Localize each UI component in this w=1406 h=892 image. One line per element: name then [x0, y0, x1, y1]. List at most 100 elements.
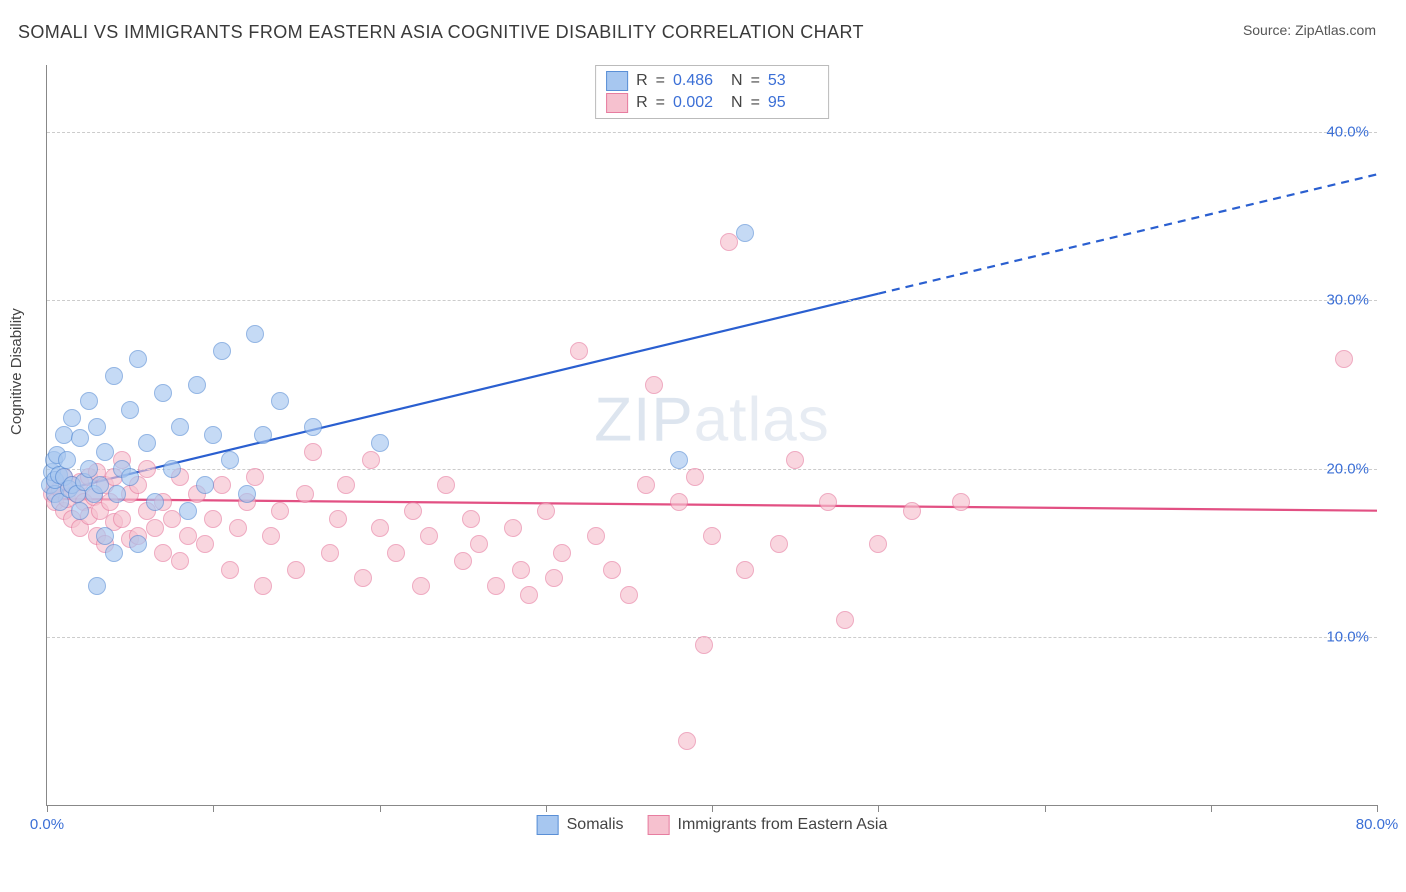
scatter-point-easternasia: [287, 561, 305, 579]
scatter-point-easternasia: [819, 493, 837, 511]
scatter-point-somalis: [105, 367, 123, 385]
scatter-point-easternasia: [146, 519, 164, 537]
scatter-point-easternasia: [420, 527, 438, 545]
watermark-thin: atlas: [694, 386, 830, 455]
scatter-point-somalis: [171, 418, 189, 436]
chart-title: SOMALI VS IMMIGRANTS FROM EASTERN ASIA C…: [18, 22, 864, 43]
scatter-point-easternasia: [321, 544, 339, 562]
grid-line: [47, 637, 1377, 638]
scatter-point-somalis: [129, 350, 147, 368]
legend-item-somalis: Somalis: [537, 815, 624, 835]
scatter-point-somalis: [71, 429, 89, 447]
legend-swatch-easternasia: [648, 815, 670, 835]
scatter-point-easternasia: [836, 611, 854, 629]
scatter-point-somalis: [204, 426, 222, 444]
scatter-point-easternasia: [254, 577, 272, 595]
scatter-point-easternasia: [213, 476, 231, 494]
scatter-point-somalis: [188, 376, 206, 394]
scatter-point-somalis: [221, 451, 239, 469]
chart-header: SOMALI VS IMMIGRANTS FROM EASTERN ASIA C…: [0, 0, 1406, 43]
legend-label-easternasia: Immigrants from Eastern Asia: [678, 816, 888, 834]
scatter-point-somalis: [213, 342, 231, 360]
legend-label-somalis: Somalis: [567, 816, 624, 834]
watermark: ZIPatlas: [594, 385, 829, 456]
scatter-point-somalis: [196, 476, 214, 494]
y-axis-label: Cognitive Disability: [8, 308, 25, 435]
scatter-point-easternasia: [304, 443, 322, 461]
scatter-point-easternasia: [454, 552, 472, 570]
scatter-point-easternasia: [736, 561, 754, 579]
scatter-point-easternasia: [645, 376, 663, 394]
r-label: R: [636, 72, 648, 90]
scatter-point-somalis: [55, 426, 73, 444]
scatter-point-easternasia: [354, 569, 372, 587]
scatter-point-easternasia: [387, 544, 405, 562]
scatter-point-somalis: [96, 527, 114, 545]
xtick: [878, 805, 879, 812]
plot-area: ZIPatlas R = 0.486 N = 53 R = 0.002 N = …: [46, 65, 1377, 806]
scatter-point-easternasia: [437, 476, 455, 494]
scatter-point-easternasia: [952, 493, 970, 511]
scatter-point-somalis: [91, 476, 109, 494]
source-name: ZipAtlas.com: [1295, 22, 1376, 38]
scatter-point-somalis: [121, 468, 139, 486]
scatter-point-somalis: [246, 325, 264, 343]
scatter-point-easternasia: [296, 485, 314, 503]
scatter-point-somalis: [63, 409, 81, 427]
scatter-point-somalis: [371, 434, 389, 452]
stats-legend: R = 0.486 N = 53 R = 0.002 N = 95: [595, 65, 829, 119]
scatter-point-easternasia: [371, 519, 389, 537]
xtick: [1211, 805, 1212, 812]
grid-line: [47, 469, 1377, 470]
scatter-point-easternasia: [670, 493, 688, 511]
scatter-point-somalis: [238, 485, 256, 503]
grid-line: [47, 132, 1377, 133]
xtick: [380, 805, 381, 812]
scatter-point-easternasia: [587, 527, 605, 545]
scatter-point-easternasia: [138, 460, 156, 478]
scatter-point-somalis: [271, 392, 289, 410]
scatter-point-somalis: [121, 401, 139, 419]
stats-row-easternasia: R = 0.002 N = 95: [606, 92, 818, 114]
scatter-point-easternasia: [329, 510, 347, 528]
scatter-point-easternasia: [171, 552, 189, 570]
legend-swatch-somalis: [537, 815, 559, 835]
scatter-point-somalis: [179, 502, 197, 520]
scatter-point-somalis: [138, 434, 156, 452]
scatter-point-easternasia: [603, 561, 621, 579]
scatter-point-somalis: [254, 426, 272, 444]
legend-item-easternasia: Immigrants from Eastern Asia: [648, 815, 888, 835]
xtick: [213, 805, 214, 812]
r-value-easternasia: 0.002: [673, 94, 723, 112]
trendline-dash-somalis: [878, 174, 1377, 293]
scatter-point-easternasia: [487, 577, 505, 595]
scatter-point-somalis: [80, 460, 98, 478]
scatter-point-easternasia: [221, 561, 239, 579]
xtick-label: 80.0%: [1356, 816, 1399, 833]
scatter-point-easternasia: [362, 451, 380, 469]
scatter-point-easternasia: [695, 636, 713, 654]
series-legend: Somalis Immigrants from Eastern Asia: [537, 815, 888, 835]
scatter-point-somalis: [88, 577, 106, 595]
ytick-label: 30.0%: [1326, 292, 1369, 309]
xtick: [1045, 805, 1046, 812]
n-label: N: [731, 72, 743, 90]
scatter-point-easternasia: [204, 510, 222, 528]
scatter-point-somalis: [58, 451, 76, 469]
scatter-point-easternasia: [262, 527, 280, 545]
scatter-point-somalis: [108, 485, 126, 503]
scatter-point-easternasia: [869, 535, 887, 553]
scatter-point-somalis: [304, 418, 322, 436]
scatter-point-easternasia: [470, 535, 488, 553]
scatter-point-easternasia: [154, 544, 172, 562]
scatter-point-easternasia: [545, 569, 563, 587]
scatter-point-easternasia: [412, 577, 430, 595]
swatch-easternasia: [606, 93, 628, 113]
watermark-bold: ZIP: [594, 386, 693, 455]
scatter-point-easternasia: [686, 468, 704, 486]
scatter-point-easternasia: [512, 561, 530, 579]
scatter-point-easternasia: [196, 535, 214, 553]
stats-row-somalis: R = 0.486 N = 53: [606, 70, 818, 92]
scatter-point-somalis: [736, 224, 754, 242]
ytick-label: 20.0%: [1326, 460, 1369, 477]
